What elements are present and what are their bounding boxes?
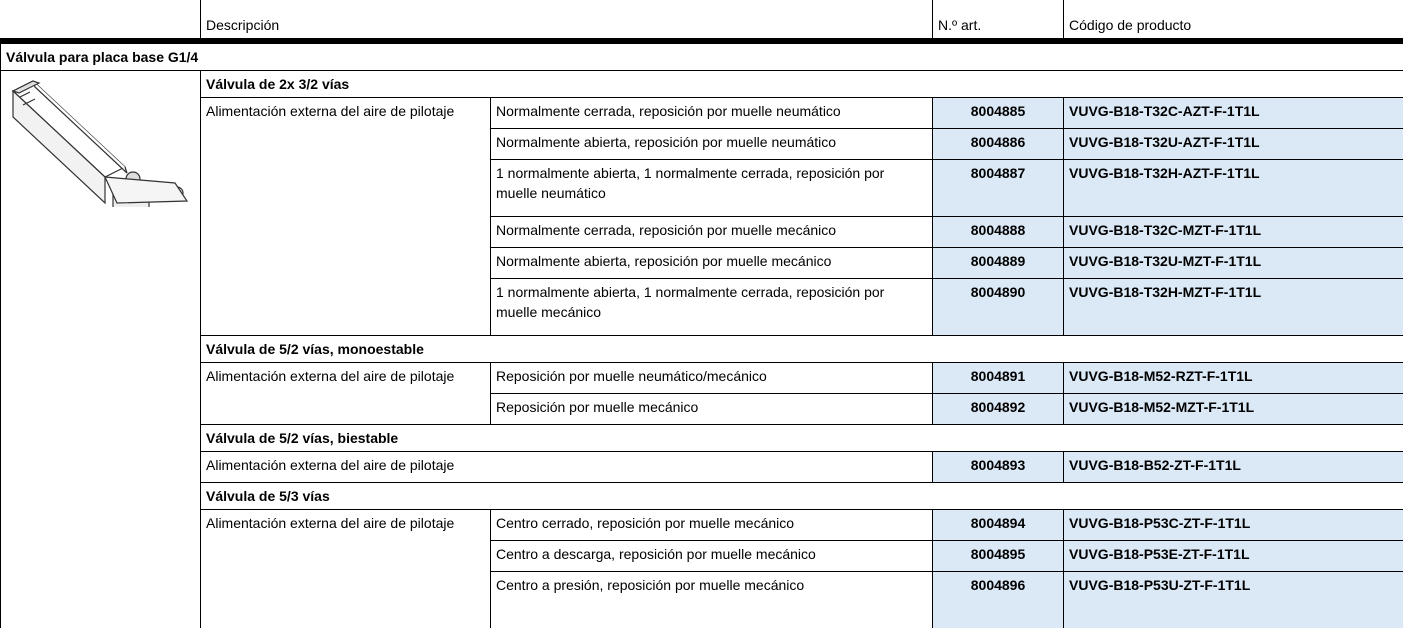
product-row: Normalmente abierta, reposición por muel… [1, 128, 1403, 160]
header-cell [0, 0, 201, 44]
article-cell: 8004896 [932, 571, 1065, 628]
article-cell: 8004894 [932, 509, 1065, 541]
code-cell: VUVG-B18-T32U-AZT-F-1T1L [1063, 128, 1403, 160]
valve-image [11, 80, 189, 225]
section-row: Válvula para placa base G1/4 [0, 40, 1403, 71]
code-cell: VUVG-B18-T32C-MZT-F-1T1L [1063, 216, 1403, 248]
product-row: 1 normalmente abierta, 1 normalmente cer… [1, 278, 1403, 336]
article-cell: 8004895 [932, 540, 1065, 572]
code-cell: VUVG-B18-B52-ZT-F-1T1L [1063, 451, 1403, 483]
description-cell: Normalmente cerrada, reposición por muel… [489, 97, 934, 129]
description-cell: Reposición por muelle neumático/mecánico [489, 362, 934, 394]
group-row: Válvula de 2x 3/2 vías [0, 70, 1403, 628]
description-cell: 1 normalmente abierta, 1 normalmente cer… [489, 278, 934, 336]
image-cell [0, 70, 201, 628]
section-cell: Válvula para placa base G1/4 [0, 40, 1403, 71]
product-row: Alimentación externa del aire de pilotaj… [1, 451, 1403, 483]
description-cell: Centro a descarga, reposición por muelle… [489, 540, 934, 572]
feed-cell: Alimentación externa del aire de pilotaj… [200, 97, 491, 336]
article-cell: 8004887 [932, 159, 1065, 217]
code-cell: VUVG-B18-M52-RZT-F-1T1L [1063, 362, 1403, 394]
article-cell: 8004892 [932, 393, 1065, 425]
product-row: 1 normalmente abierta, 1 normalmente cer… [1, 159, 1403, 217]
product-row: Alimentación externa del aire de pilotaj… [1, 509, 1403, 628]
article-cell: 8004889 [932, 247, 1065, 279]
code-cell: VUVG-B18-P53U-ZT-F-1T1L [1063, 571, 1403, 628]
group-title: Válvula de 5/2 vías, monoestable [199, 335, 1403, 363]
code-cell: VUVG-B18-T32C-AZT-F-1T1L [1063, 97, 1403, 129]
article-cell: 8004888 [932, 216, 1065, 248]
article-cell: 8004886 [932, 128, 1065, 160]
header-cell: Código de producto [1063, 0, 1403, 44]
product-row: Alimentación externa del aire de pilotaj… [1, 97, 1403, 336]
code-cell: VUVG-B18-T32H-MZT-F-1T1L [1063, 278, 1403, 336]
code-cell: VUVG-B18-T32U-MZT-F-1T1L [1063, 247, 1403, 279]
article-cell: 8004891 [932, 362, 1065, 394]
code-cell: VUVG-B18-M52-MZT-F-1T1L [1063, 393, 1403, 425]
description-cell: Normalmente cerrada, reposición por muel… [489, 216, 934, 248]
description-cell: Normalmente abierta, reposición por muel… [489, 247, 934, 279]
article-cell: 8004890 [932, 278, 1065, 336]
article-cell: 8004885 [932, 97, 1065, 129]
group-row: Válvula de 5/2 vías, monoestable [1, 335, 1403, 363]
description-cell: Reposición por muelle mecánico [489, 393, 934, 425]
feed-cell: Alimentación externa del aire de pilotaj… [200, 362, 491, 425]
product-row: Centro a presión, reposición por muelle … [1, 571, 1403, 628]
header-cell: Descripción [199, 0, 934, 44]
description-cell: 1 normalmente abierta, 1 normalmente cer… [489, 159, 934, 217]
group-title: Válvula de 5/3 vías [199, 482, 1403, 510]
product-row: Alimentación externa del aire de pilotaj… [1, 362, 1403, 425]
code-cell: VUVG-B18-P53C-ZT-F-1T1L [1063, 509, 1403, 541]
group-row: Válvula de 5/2 vías, biestable [1, 424, 1403, 452]
header-row: Descripción N.º art. Código de producto [0, 0, 1403, 44]
group-title: Válvula de 5/2 vías, biestable [199, 424, 1403, 452]
article-cell: 8004893 [932, 451, 1065, 483]
header-cell: N.º art. [932, 0, 1065, 44]
product-row: Normalmente cerrada, reposición por muel… [1, 216, 1403, 248]
feed-cell: Alimentación externa del aire de pilotaj… [199, 451, 934, 483]
description-cell: Normalmente abierta, reposición por muel… [489, 128, 934, 160]
product-row: Reposición por muelle mecánico 8004892 VUV… [1, 393, 1403, 425]
description-cell: Centro a presión, reposición por muelle … [489, 571, 934, 628]
group-row: Válvula de 5/3 vías [1, 482, 1403, 510]
description-cell: Centro cerrado, reposición por muelle me… [489, 509, 934, 541]
code-cell: VUVG-B18-T32H-AZT-F-1T1L [1063, 159, 1403, 217]
code-cell: VUVG-B18-P53E-ZT-F-1T1L [1063, 540, 1403, 572]
group-title: Válvula de 2x 3/2 vías [199, 70, 1403, 98]
feed-cell: Alimentación externa del aire de pilotaj… [200, 509, 491, 628]
